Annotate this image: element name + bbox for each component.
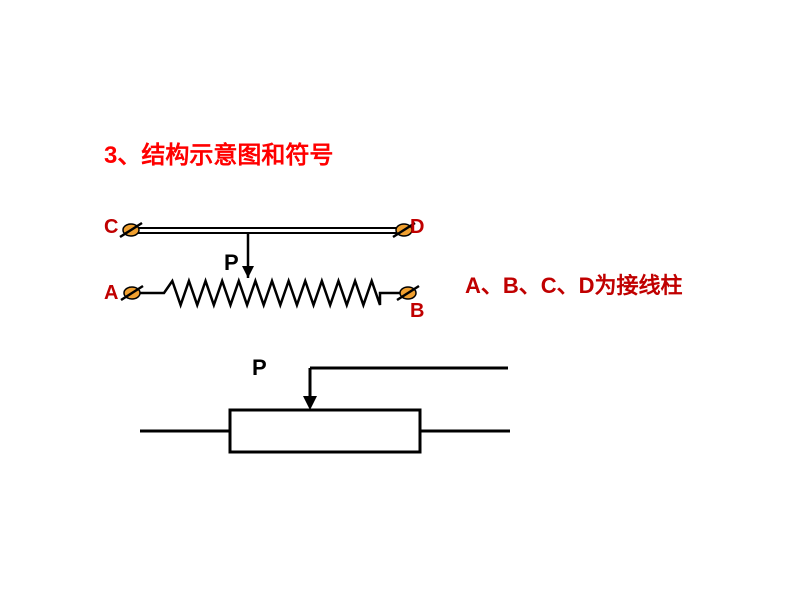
section-title: 3、结构示意图和符号 [104,135,333,170]
terminal-label-b: B [410,300,424,323]
physical-diagram [120,223,419,305]
slider-label-symbol: P [252,355,267,381]
symbol-diagram [140,368,510,452]
terminal-label-c: C [104,216,118,239]
terminal-label-d: D [410,216,424,239]
terminal-label-a: A [104,282,118,305]
slider-label-physical: P [224,250,239,276]
terminal-annotation: A、B、C、D为接线柱 [465,268,683,300]
